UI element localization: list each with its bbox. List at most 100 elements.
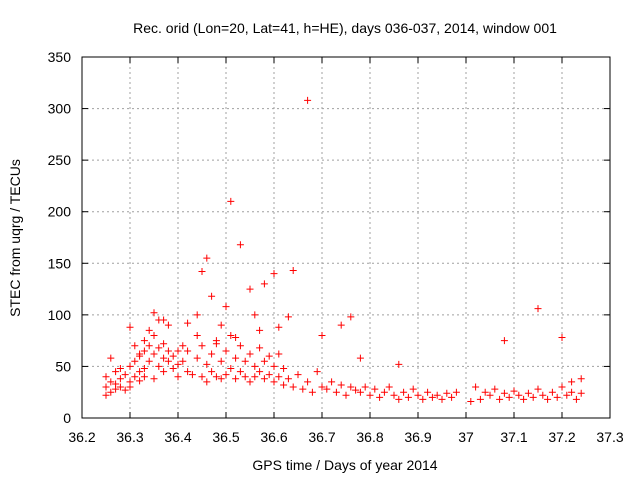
data-point <box>193 311 201 319</box>
data-point <box>160 340 168 348</box>
data-point <box>131 342 139 350</box>
data-point <box>164 357 172 365</box>
data-point <box>472 383 480 391</box>
data-point <box>534 305 542 313</box>
data-point <box>400 388 408 396</box>
data-point <box>424 388 432 396</box>
data-point <box>116 383 124 391</box>
data-point <box>280 381 288 389</box>
data-point <box>107 378 115 386</box>
data-point <box>140 373 148 381</box>
data-point <box>304 378 312 386</box>
data-point <box>236 368 244 376</box>
data-point <box>236 241 244 249</box>
axis-ticks <box>81 56 611 419</box>
data-point <box>136 368 144 376</box>
data-point <box>169 352 177 360</box>
data-point <box>376 393 384 401</box>
data-point <box>184 368 192 376</box>
data-point <box>265 352 273 360</box>
x-tick-label: 36.7 <box>308 429 335 445</box>
data-point <box>217 321 225 329</box>
data-point <box>284 375 292 383</box>
data-point <box>150 309 158 317</box>
data-point <box>164 347 172 355</box>
data-point <box>428 393 436 401</box>
data-point <box>150 350 158 358</box>
data-point <box>505 393 513 401</box>
data-point <box>116 375 124 383</box>
data-point <box>395 395 403 403</box>
data-point <box>140 364 148 372</box>
data-point <box>203 254 211 262</box>
y-tick-label: 150 <box>48 255 72 271</box>
data-point <box>150 375 158 383</box>
y-axis-title: STEC from uqrg / TECUs <box>7 159 23 317</box>
data-point <box>332 388 340 396</box>
data-point <box>140 337 148 345</box>
data-point <box>102 383 110 391</box>
data-point <box>553 393 561 401</box>
data-point <box>107 388 115 396</box>
data-point <box>409 385 417 393</box>
data-point <box>577 375 585 383</box>
data-point <box>184 347 192 355</box>
data-point <box>323 385 331 393</box>
x-tick-label: 36.4 <box>164 429 191 445</box>
data-point <box>131 357 139 365</box>
data-point <box>529 393 537 401</box>
data-point <box>260 280 268 288</box>
data-point <box>524 389 532 397</box>
data-point <box>236 342 244 350</box>
data-point <box>212 340 220 348</box>
data-point <box>203 378 211 386</box>
y-tick-labels: 0 50 100 150 200 250 300 350 <box>48 49 72 426</box>
data-point <box>404 393 412 401</box>
data-point <box>366 391 374 399</box>
data-point <box>222 347 230 355</box>
data-points <box>102 96 585 405</box>
data-point <box>256 326 264 334</box>
data-point <box>184 319 192 327</box>
data-point <box>577 389 585 397</box>
data-point <box>246 378 254 386</box>
data-point <box>548 388 556 396</box>
plot-frame <box>81 56 611 419</box>
data-point <box>476 395 484 403</box>
data-point <box>433 391 441 399</box>
data-point <box>102 373 110 381</box>
data-point <box>390 391 398 399</box>
data-point <box>539 391 547 399</box>
x-tick-label: 36.5 <box>212 429 239 445</box>
data-point <box>227 331 235 339</box>
data-point <box>198 268 206 276</box>
data-point <box>198 342 206 350</box>
data-point <box>256 368 264 376</box>
x-tick-label: 36.9 <box>404 429 431 445</box>
y-tick-label: 200 <box>48 204 72 220</box>
data-point <box>313 368 321 376</box>
data-point <box>145 342 153 350</box>
x-tick-label: 36.8 <box>356 429 383 445</box>
data-point <box>481 388 489 396</box>
data-point <box>179 357 187 365</box>
data-point <box>232 334 240 342</box>
x-tick-labels: 36.2 36.3 36.4 36.5 36.6 36.7 36.8 36.9 37 37.1 37… <box>68 429 623 445</box>
data-point <box>140 347 148 355</box>
y-tick-label: 0 <box>63 410 71 426</box>
data-point <box>260 357 268 365</box>
data-point <box>251 362 259 370</box>
data-point <box>208 350 216 358</box>
data-point <box>448 393 456 401</box>
data-point <box>318 331 326 339</box>
data-point <box>515 391 523 399</box>
x-tick-label: 36.6 <box>260 429 287 445</box>
data-point <box>361 383 369 391</box>
data-point <box>208 292 216 300</box>
data-point <box>160 368 168 376</box>
grid <box>82 57 610 418</box>
data-point <box>568 388 576 396</box>
data-point <box>270 270 278 278</box>
data-point <box>558 383 566 391</box>
